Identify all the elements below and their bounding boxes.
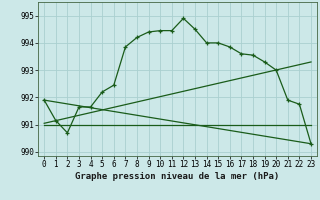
X-axis label: Graphe pression niveau de la mer (hPa): Graphe pression niveau de la mer (hPa)	[76, 172, 280, 181]
